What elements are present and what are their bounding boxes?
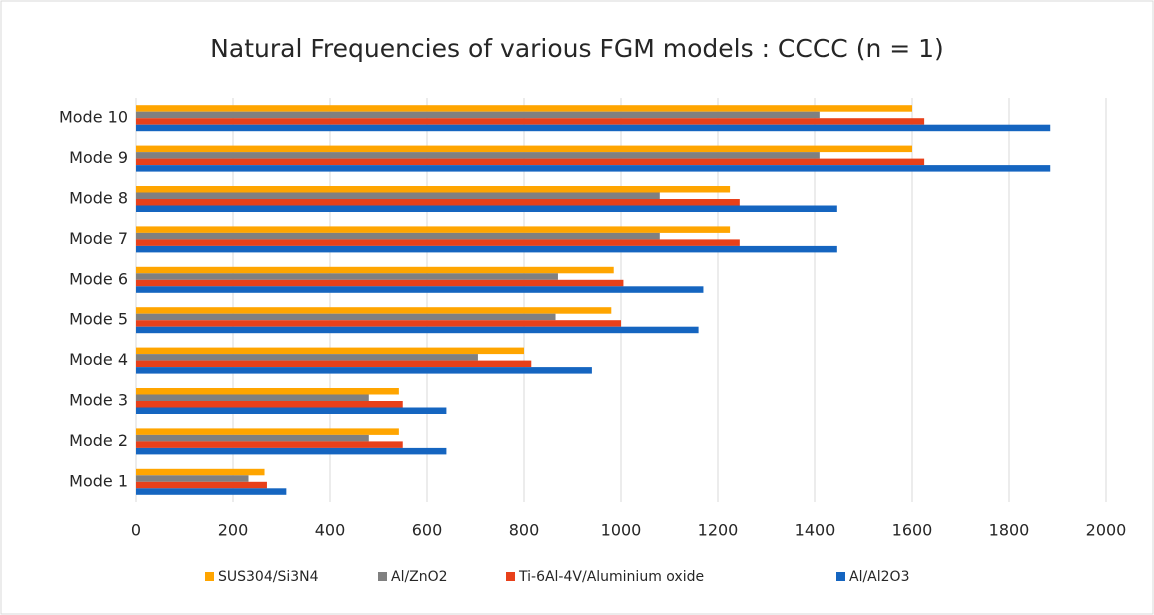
bar — [136, 347, 524, 355]
bar — [136, 354, 478, 361]
bar — [136, 279, 624, 287]
legend-label: Al/ZnO2 — [391, 569, 448, 585]
legend-label: SUS304/Si3N4 — [218, 569, 319, 585]
bar — [136, 232, 660, 240]
x-tick-label: 1000 — [601, 521, 642, 540]
bar — [136, 434, 369, 442]
bar — [136, 313, 556, 321]
bar — [136, 475, 249, 482]
bar — [136, 320, 621, 327]
bar — [136, 239, 740, 246]
bar — [136, 245, 837, 253]
x-tick-label: 400 — [315, 521, 346, 540]
bar — [136, 158, 925, 166]
bar — [136, 360, 532, 368]
x-tick-label: 1800 — [989, 521, 1030, 540]
legend-swatch — [836, 572, 845, 581]
x-tick-label: 1600 — [892, 521, 933, 540]
chart-title: Natural Frequencies of various FGM model… — [210, 34, 944, 63]
x-tick-label: 200 — [218, 521, 249, 540]
bar — [136, 105, 912, 112]
y-tick-label: Mode 4 — [69, 350, 128, 369]
y-tick-label: Mode 1 — [69, 471, 128, 490]
bar — [136, 488, 287, 495]
bar — [136, 111, 820, 119]
bar — [136, 205, 837, 212]
bar — [136, 441, 403, 448]
x-tick-label: 0 — [131, 521, 141, 540]
bar — [136, 401, 403, 408]
bar — [136, 468, 265, 476]
y-tick-label: Mode 5 — [69, 310, 128, 329]
bar — [136, 326, 699, 334]
bar — [136, 118, 925, 125]
bar — [136, 199, 740, 206]
x-tick-label: 1400 — [795, 521, 836, 540]
y-tick-label: Mode 10 — [59, 108, 128, 127]
bar — [136, 307, 612, 314]
legend-swatch — [506, 572, 515, 581]
y-tick-label: Mode 9 — [69, 148, 128, 167]
x-tick-label: 1200 — [698, 521, 739, 540]
bar — [136, 226, 731, 233]
y-tick-label: Mode 7 — [69, 229, 128, 248]
bar — [136, 152, 820, 159]
legend-label: Al/Al2O3 — [849, 569, 909, 585]
x-tick-label: 800 — [509, 521, 540, 540]
legend-swatch — [378, 572, 387, 581]
bar — [136, 273, 558, 280]
y-tick-label: Mode 6 — [69, 269, 128, 288]
bar — [136, 394, 369, 401]
y-tick-label: Mode 8 — [69, 189, 128, 208]
bar — [136, 286, 704, 293]
bar — [136, 388, 399, 395]
bar — [136, 192, 660, 199]
bar — [136, 367, 592, 374]
y-tick-label: Mode 2 — [69, 431, 128, 450]
bar — [136, 407, 447, 414]
x-tick-label: 2000 — [1086, 521, 1127, 540]
legend-swatch — [205, 572, 214, 581]
bar — [136, 124, 1051, 132]
y-tick-label: Mode 3 — [69, 391, 128, 410]
bar — [136, 428, 399, 435]
bar — [136, 447, 447, 455]
x-tick-label: 600 — [412, 521, 443, 540]
bar — [136, 145, 912, 153]
bar — [136, 481, 267, 489]
bar — [136, 165, 1051, 172]
bar — [136, 266, 614, 274]
bar — [136, 186, 731, 193]
legend-label: Ti-6Al-4V/Aluminium oxide — [518, 569, 704, 585]
